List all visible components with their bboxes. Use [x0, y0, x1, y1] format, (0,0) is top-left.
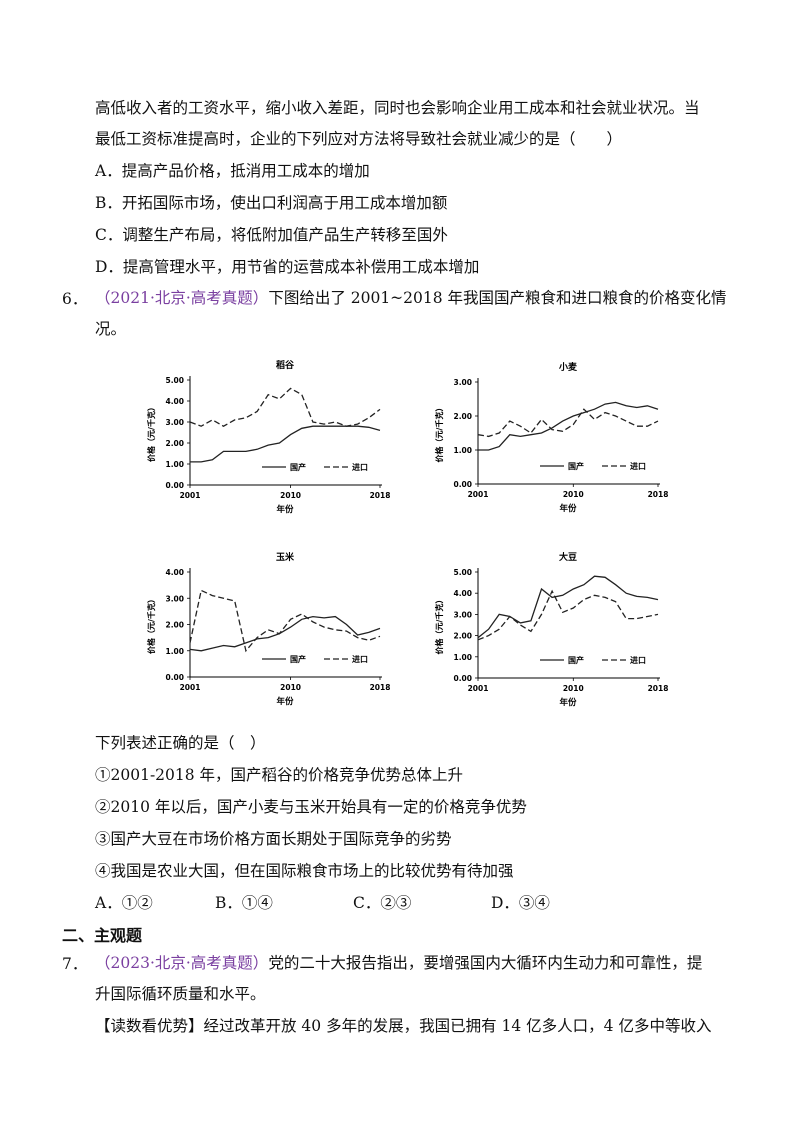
y-tick-label: 3.00: [165, 594, 184, 603]
y-tick-label: 5.00: [453, 568, 472, 577]
y-tick-label: 0.00: [165, 673, 184, 682]
chart-title: 玉米: [276, 551, 295, 563]
q6-choices: A．①② B．①④ C．②③ D．③④: [95, 892, 550, 914]
series-line-domestic: [478, 401, 659, 451]
legend-label: 进口: [630, 655, 646, 665]
q6-choice-d: D．③④: [491, 894, 550, 912]
q6-statement-1: ①2001-2018 年，国产稻谷的价格竞争优势总体上升: [95, 766, 464, 784]
q6-statement-3: ③国产大豆在市场价格方面长期处于国际竞争的劣势: [95, 830, 452, 848]
x-tick-label: 2001: [180, 683, 201, 692]
y-tick-label: 1.00: [165, 647, 184, 656]
legend-label: 国产: [290, 654, 306, 664]
y-tick-label: 3.00: [453, 378, 472, 387]
q6-choice-b: B．①④: [215, 894, 273, 912]
legend-label: 国产: [290, 462, 306, 472]
chart-title: 稻谷: [276, 359, 295, 371]
q7-paragraph: 【读数看优势】经过改革开放 40 多年的发展，我国已拥有 14 亿多人口，4 亿…: [95, 1017, 712, 1035]
q6-source: （2021·北京·高考真题）: [95, 289, 269, 307]
x-tick-label: 2010: [563, 684, 584, 693]
q7-source: （2023·北京·高考真题）: [95, 954, 269, 972]
chart-4: 大豆 0.00 1.00 2.00 3.00 4.00 5.00 2001 2010 2018 年份…: [434, 551, 668, 708]
y-tick-label: 4.00: [165, 397, 184, 406]
x-tick-label: 2018: [648, 490, 669, 499]
y-tick-label: 0.00: [453, 674, 472, 683]
x-tick-label: 2001: [468, 684, 489, 693]
q6-choice-c: C．②③: [353, 894, 412, 912]
chart-title: 小麦: [558, 361, 578, 373]
y-tick-label: 0.00: [165, 481, 184, 490]
chart-3: 玉米 0.00 1.00 2.00 3.00 4.00 2001 2010 2018 年份 价格（元…: [146, 551, 390, 707]
chart-1: 稻谷 0.00 1.00 2.00 3.00 4.00 5.00 2001 2010 2018 年份…: [146, 359, 390, 515]
x-axis-label: 年份: [276, 696, 294, 707]
series-line-domestic: [189, 615, 381, 652]
x-axis-label: 年份: [276, 504, 294, 515]
legend-label: 进口: [630, 461, 646, 471]
y-tick-label: 4.00: [453, 589, 472, 598]
series-line-imported: [477, 408, 659, 438]
q6-statement-2: ②2010 年以后，国产小麦与玉米开始具有一定的价格竞争优势: [95, 798, 527, 816]
x-axis-label: 年份: [559, 697, 577, 708]
q7-number: 7．: [62, 955, 88, 973]
x-tick-label: 2010: [563, 490, 584, 499]
section-heading: 二、主观题: [62, 926, 143, 945]
y-tick-label: 1.00: [453, 446, 472, 455]
q7-stem-text: 党的二十大报告指出，要增强国内大循环内生动力和可靠性，提: [268, 954, 703, 972]
y-tick-label: 3.00: [165, 418, 184, 427]
q6-stem-line1: （2021·北京·高考真题）下图给出了 2001~2018 年我国国产粮食和进口…: [95, 287, 727, 309]
q7-stem-line1: （2023·北京·高考真题）党的二十大报告指出，要增强国内大循环内生动力和可靠性…: [95, 952, 702, 974]
y-tick-label: 4.00: [165, 568, 184, 577]
y-tick-label: 2.00: [165, 621, 184, 630]
x-tick-label: 2018: [370, 683, 391, 692]
q5-stem-line2: 最低工资标准提高时，企业的下列应对方法将导致社会就业减少的是（ ）: [95, 130, 623, 148]
x-tick-label: 2010: [280, 491, 301, 500]
series-line-domestic: [190, 425, 381, 463]
x-tick-label: 2018: [648, 684, 669, 693]
y-tick-label: 2.00: [165, 439, 184, 448]
y-axis-label: 价格（元/千克）: [434, 596, 444, 655]
y-tick-label: 1.00: [453, 653, 472, 662]
legend-label: 进口: [352, 654, 368, 664]
q5-option-a: A．提高产品价格，抵消用工成本的增加: [95, 162, 370, 180]
y-axis-label: 价格（元/千克）: [434, 404, 444, 463]
y-axis-label: 价格（元/千克）: [146, 403, 156, 462]
y-tick-label: 2.00: [453, 412, 472, 421]
series-line-imported: [477, 589, 659, 641]
x-tick-label: 2001: [468, 490, 489, 499]
q7-stem-line2: 升国际循环质量和水平。: [95, 985, 266, 1003]
q5-option-b: B．开拓国际市场，使出口利润高于用工成本增加额: [95, 194, 448, 212]
q6-number: 6．: [62, 290, 88, 308]
q6-statement-4: ④我国是农业大国，但在国际粮食市场上的比较优势有待加强: [95, 862, 514, 880]
q6-prompt: 下列表述正确的是（ ）: [95, 734, 266, 752]
x-axis-label: 年份: [559, 503, 577, 514]
series-line-imported: [189, 387, 381, 427]
y-tick-label: 3.00: [453, 610, 472, 619]
q6-stem-line2: 况。: [95, 320, 127, 338]
q5-option-d: D．提高管理水平，用节省的运营成本补偿用工成本增加: [95, 258, 480, 276]
x-tick-label: 2001: [180, 491, 201, 500]
series-line-imported: [189, 589, 381, 653]
legend-label: 进口: [352, 462, 368, 472]
y-tick-label: 2.00: [453, 632, 472, 641]
chart-title: 大豆: [559, 551, 577, 563]
price-charts: 稻谷 0.00 1.00 2.00 3.00 4.00 5.00 2001 2010 2018 年份…: [146, 359, 668, 708]
q5-stem-line1: 高低收入者的工资水平，缩小收入差距，同时也会影响企业用工成本和社会就业状况。当: [95, 99, 700, 117]
legend-label: 国产: [568, 461, 584, 471]
y-tick-label: 0.00: [453, 480, 472, 489]
q6-choice-a: A．①②: [95, 894, 153, 912]
x-tick-label: 2018: [370, 491, 391, 500]
y-tick-label: 1.00: [165, 460, 184, 469]
legend-label: 国产: [568, 655, 584, 665]
chart-2: 小麦 0.00 1.00 2.00 3.00 2001 2010 2018 年份 价格（元/千克）…: [434, 361, 668, 514]
y-axis-label: 价格（元/千克）: [146, 595, 156, 654]
x-tick-label: 2010: [280, 683, 301, 692]
q6-stem-text: 下图给出了 2001~2018 年我国国产粮食和进口粮食的价格变化情: [268, 289, 727, 307]
y-tick-label: 5.00: [165, 376, 184, 385]
series-line-domestic: [477, 575, 659, 639]
q5-option-c: C．调整生产布局，将低附加值产品生产转移至国外: [95, 226, 448, 244]
